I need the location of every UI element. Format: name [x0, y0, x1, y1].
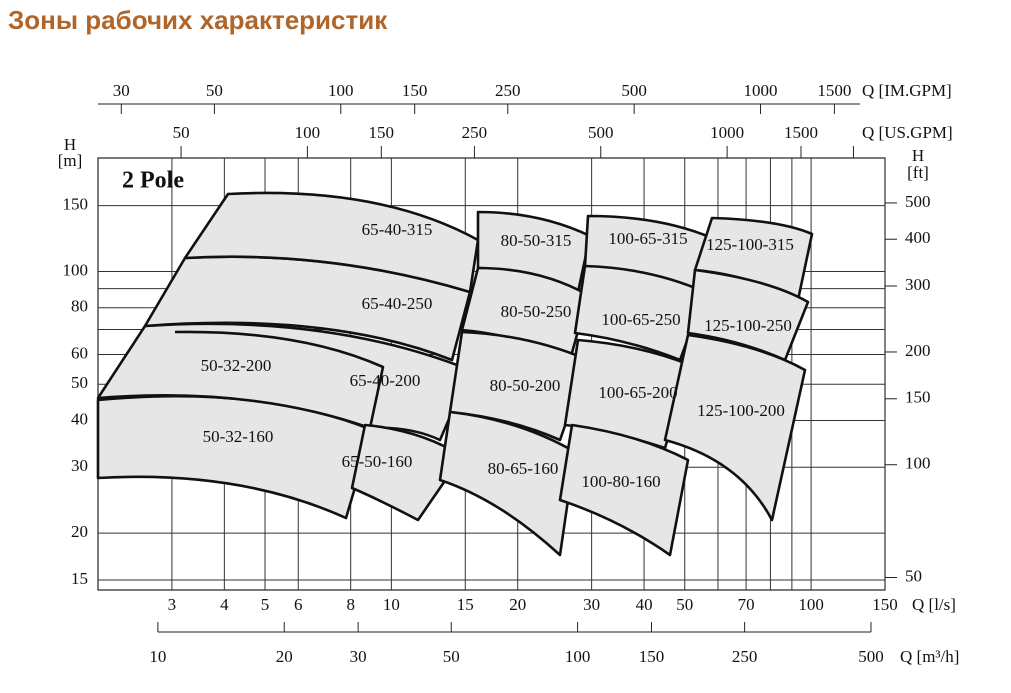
zone-label: 125-100-315 — [706, 235, 794, 254]
x-tick-label: 70 — [738, 595, 755, 614]
zone-label: 100-80-160 — [581, 472, 660, 491]
y-tick-label: 40 — [71, 409, 88, 428]
zone-label: 80-65-160 — [488, 459, 559, 478]
zone-label: 65-50-160 — [342, 452, 413, 471]
x-tick-label: 4 — [220, 595, 229, 614]
top-tick-label: 100 — [295, 123, 321, 142]
y-tick-label: 100 — [63, 260, 89, 279]
x-tick-label: 30 — [583, 595, 600, 614]
top-tick-label: 150 — [402, 81, 428, 100]
labels: 3 4 5 6 8 10 15 20 30 40 50 70 100 150 15 20 30 40 50 60 80 1… — [63, 81, 953, 666]
y-tick-label: 80 — [71, 297, 88, 316]
zone — [96, 322, 472, 442]
bottom-axis-label: Q [m³/h] — [900, 647, 959, 666]
top-tick-label: 1500 — [817, 81, 851, 100]
top-tick-label: 500 — [621, 81, 647, 100]
top-tick-label: 150 — [369, 123, 395, 142]
y-tick-label: 30 — [71, 456, 88, 475]
zones — [96, 191, 814, 557]
x-tick-label: 100 — [798, 595, 824, 614]
bottom-tick-label: 30 — [350, 647, 367, 666]
zone-label: 50-32-160 — [203, 427, 274, 446]
top-tick-label: 1000 — [743, 81, 777, 100]
zone-label: 65-40-250 — [362, 294, 433, 313]
y-tick-label: 50 — [71, 373, 88, 392]
top-tick-label: 30 — [113, 81, 130, 100]
y2-tick-label: 300 — [905, 275, 931, 294]
top-axis-label: Q [US.GPM] — [862, 123, 953, 142]
zone — [438, 410, 577, 557]
y-tick-label: 60 — [71, 343, 88, 362]
zone-label: 125-100-200 — [697, 401, 785, 420]
chart-title: Зоны рабочих характеристик — [8, 5, 388, 35]
y-tick-label: 150 — [63, 194, 89, 213]
bottom-tick-label: 10 — [149, 647, 166, 666]
top-tick-label: 250 — [462, 123, 488, 142]
y2-tick-label: 200 — [905, 341, 931, 360]
top-tick-label: 500 — [588, 123, 614, 142]
zone-label: 65-40-200 — [350, 371, 421, 390]
zone-label: 100-65-200 — [598, 383, 677, 402]
x-tick-label: 6 — [294, 595, 303, 614]
top-axis-label: Q [IM.GPM] — [862, 81, 952, 100]
x-tick-label: 50 — [676, 595, 693, 614]
top-tick-label: 1000 — [710, 123, 744, 142]
bottom-tick-label: 50 — [443, 647, 460, 666]
x-tick-label: 8 — [346, 595, 355, 614]
top-tick-label: 50 — [173, 123, 190, 142]
x-label: Q [l/s] — [912, 595, 956, 614]
y2-tick-label: 50 — [905, 566, 922, 585]
zone-label: 80-50-315 — [501, 231, 572, 250]
x-tick-label: 150 — [872, 595, 898, 614]
zone — [183, 191, 480, 294]
y2-unit: [ft] — [907, 163, 929, 182]
top-tick-label: 1500 — [784, 123, 818, 142]
bottom-tick-label: 20 — [276, 647, 293, 666]
zone — [174, 330, 385, 429]
zone-label: 125-100-250 — [704, 316, 792, 335]
zone — [558, 423, 690, 557]
y-unit: [m] — [58, 151, 83, 170]
top-tick-label: 50 — [206, 81, 223, 100]
y2-tick-label: 100 — [905, 454, 931, 473]
zone-label: 100-65-250 — [601, 310, 680, 329]
y-label: H — [64, 135, 76, 154]
bottom-tick-label: 250 — [732, 647, 758, 666]
annotation: 2 Pole — [122, 168, 184, 194]
zone-label: 80-50-250 — [501, 302, 572, 321]
y2-tick-label: 400 — [905, 228, 931, 247]
bottom-tick-label: 150 — [639, 647, 665, 666]
bottom-tick-label: 500 — [858, 647, 884, 666]
x-tick-label: 3 — [168, 595, 177, 614]
zone-label: 50-32-200 — [201, 356, 272, 375]
y2-tick-label: 150 — [905, 388, 931, 407]
zone-label: 100-65-315 — [608, 229, 687, 248]
top-tick-label: 250 — [495, 81, 521, 100]
x-tick-label: 20 — [509, 595, 526, 614]
zone-label: 65-40-315 — [362, 220, 433, 239]
zone-label: 80-50-200 — [490, 376, 561, 395]
y2-tick-label: 500 — [905, 192, 931, 211]
y2-label: H — [912, 146, 924, 165]
x-tick-label: 5 — [261, 595, 270, 614]
top-tick-label: 100 — [328, 81, 354, 100]
zone — [663, 333, 807, 522]
y-tick-label: 20 — [71, 522, 88, 541]
y-tick-label: 15 — [71, 569, 88, 588]
x-tick-label: 40 — [636, 595, 653, 614]
bottom-tick-label: 100 — [565, 647, 591, 666]
x-tick-label: 10 — [383, 595, 400, 614]
x-tick-label: 15 — [457, 595, 474, 614]
